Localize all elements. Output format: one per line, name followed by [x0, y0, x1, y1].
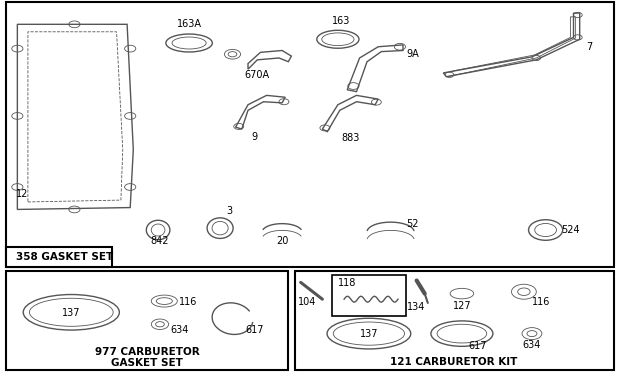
Text: 842: 842 [151, 236, 169, 246]
Text: 104: 104 [298, 297, 316, 307]
Text: 358 GASKET SET: 358 GASKET SET [16, 252, 113, 262]
Text: 977 CARBURETOR
GASKET SET: 977 CARBURETOR GASKET SET [95, 347, 199, 368]
Text: 127: 127 [453, 301, 471, 310]
Text: 20: 20 [276, 236, 288, 246]
Text: 52: 52 [406, 220, 419, 229]
Text: 134: 134 [407, 302, 426, 312]
Bar [332, 275, 406, 316]
Text: 12: 12 [16, 190, 28, 199]
Text: 9: 9 [251, 132, 257, 141]
Text: 163A: 163A [177, 19, 202, 29]
Text: 118: 118 [338, 278, 356, 288]
Text: 116: 116 [179, 297, 197, 307]
Bar [6, 2, 614, 267]
Text: 634: 634 [523, 340, 541, 350]
Text: 121 CARBURETOR KIT: 121 CARBURETOR KIT [390, 357, 518, 367]
Text: 524: 524 [561, 225, 580, 235]
Text: 137: 137 [360, 329, 378, 339]
Text: 163: 163 [332, 16, 350, 25]
Text: 137: 137 [62, 308, 81, 318]
Text: 883: 883 [341, 134, 360, 143]
Text: 617: 617 [468, 341, 487, 351]
Bar [6, 247, 112, 267]
Text: 670A: 670A [245, 70, 270, 80]
Text: 3: 3 [226, 206, 232, 216]
Bar [6, 271, 288, 370]
Text: 116: 116 [532, 297, 551, 307]
Text: 617: 617 [245, 325, 264, 335]
Bar [294, 271, 614, 370]
Text: 7: 7 [586, 42, 592, 52]
Text: 9A: 9A [406, 49, 419, 59]
Text: 634: 634 [170, 325, 189, 335]
